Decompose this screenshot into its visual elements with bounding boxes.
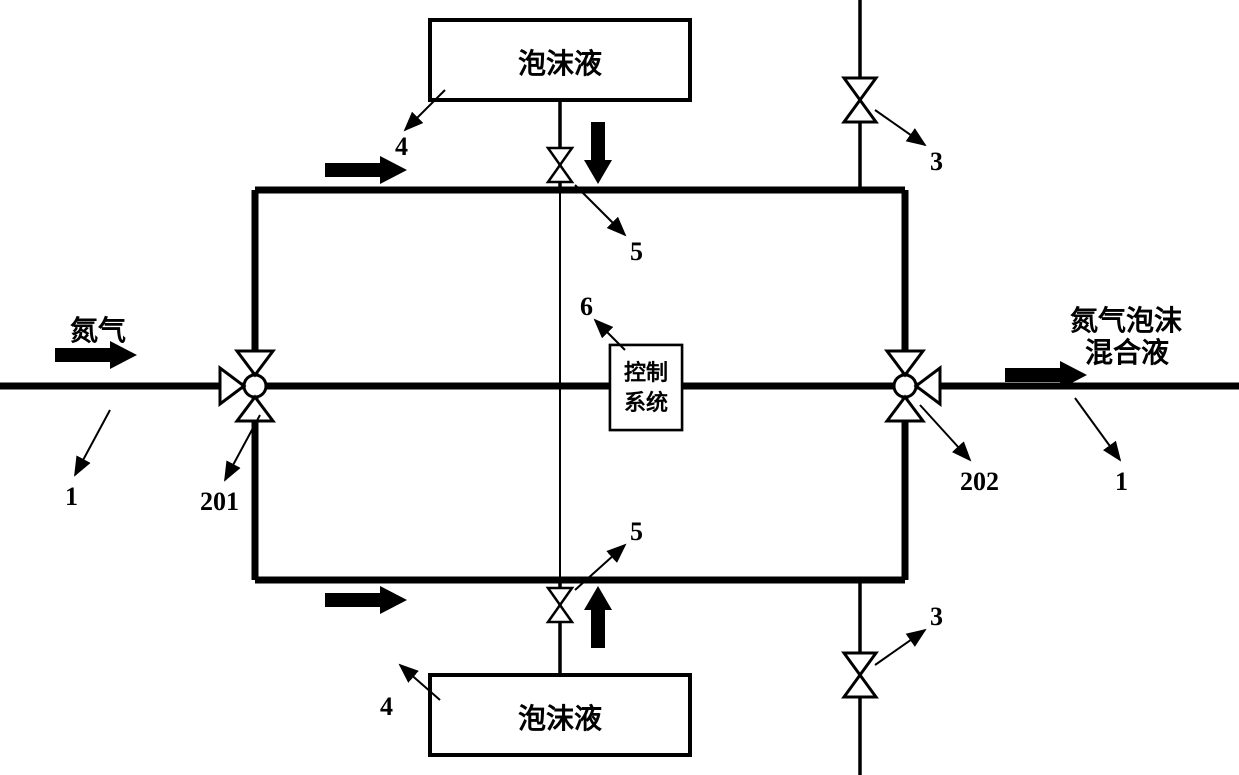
foam-box-top: 泡沫液 xyxy=(430,20,690,100)
flow-arrow-foam-bottom xyxy=(584,586,612,648)
annot-4-top: 4 xyxy=(395,132,408,161)
outlet-label-1: 氮气泡沫 xyxy=(1070,304,1182,337)
leader-3-bottom xyxy=(875,630,925,665)
annot-1-right: 1 xyxy=(1115,467,1128,496)
foam-valve-top xyxy=(548,148,572,182)
vent-valve-top xyxy=(844,78,876,122)
control-text: 控制 系统 xyxy=(610,345,682,430)
annot-202: 202 xyxy=(960,467,999,496)
leader-3-top xyxy=(875,110,925,145)
outlet-label-2: 混合液 xyxy=(1085,336,1169,369)
inlet-label: 氮气 xyxy=(70,315,126,347)
annot-4-bottom: 4 xyxy=(380,692,393,721)
foam-box-bottom: 泡沫液 xyxy=(430,675,690,755)
ctl1: 控 xyxy=(624,360,646,385)
annot-3-top: 3 xyxy=(930,147,943,176)
foam-box-top-label: 泡沫液 xyxy=(518,47,602,80)
ctl3: 系 xyxy=(624,390,646,415)
process-flow-diagram: 泡沫液 泡沫液 控 制 控制 系统 xyxy=(0,0,1239,775)
three-way-valve-left xyxy=(220,351,273,421)
ctl2: 制 xyxy=(646,360,668,385)
annot-201: 201 xyxy=(200,487,239,516)
annot-6: 6 xyxy=(580,292,593,321)
ctl4: 统 xyxy=(646,390,668,415)
leader-4-top xyxy=(405,90,445,130)
annot-5-top: 5 xyxy=(630,237,643,266)
svg-text:控制: 控制 xyxy=(624,360,668,385)
leader-202 xyxy=(920,405,970,460)
foam-box-bottom-label: 泡沫液 xyxy=(518,702,602,735)
leader-1-right xyxy=(1075,398,1120,460)
vent-valve-bottom xyxy=(844,653,876,697)
annot-1-left: 1 xyxy=(65,482,78,511)
flow-arrow-bottom-branch xyxy=(325,586,407,614)
three-way-valve-right xyxy=(887,351,940,421)
foam-valve-bottom xyxy=(548,588,572,622)
annot-3-bottom: 3 xyxy=(930,602,943,631)
svg-text:系统: 系统 xyxy=(624,390,668,415)
annot-5-bottom: 5 xyxy=(630,517,643,546)
leader-1-left xyxy=(75,410,110,475)
flow-arrow-foam-top xyxy=(584,122,612,184)
